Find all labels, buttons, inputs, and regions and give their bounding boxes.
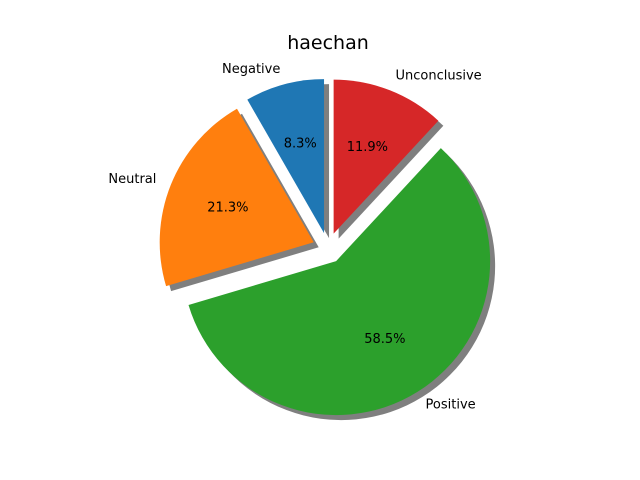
- slice-neutral: [159, 108, 314, 287]
- slice-label-positive: Positive: [426, 397, 476, 412]
- slice-percent-unconclusive: 11.9%: [347, 140, 388, 155]
- slice-label-unconclusive: Unconclusive: [395, 68, 481, 83]
- slice-negative: [247, 79, 325, 234]
- slice-positive: [188, 148, 491, 416]
- slice-label-neutral: Neutral: [108, 172, 156, 187]
- slice-percent-positive: 58.5%: [364, 332, 405, 347]
- slice-labels: Negative 8.3% Neutral 21.3% Positive 58.5% Unc…: [108, 62, 481, 413]
- slice-unconclusive: [333, 79, 439, 234]
- pie-slices: [159, 79, 491, 416]
- slice-label-negative: Negative: [222, 62, 280, 77]
- slice-percent-neutral: 21.3%: [207, 201, 248, 216]
- chart-title: haechan: [287, 32, 369, 54]
- slice-percent-negative: 8.3%: [284, 136, 317, 151]
